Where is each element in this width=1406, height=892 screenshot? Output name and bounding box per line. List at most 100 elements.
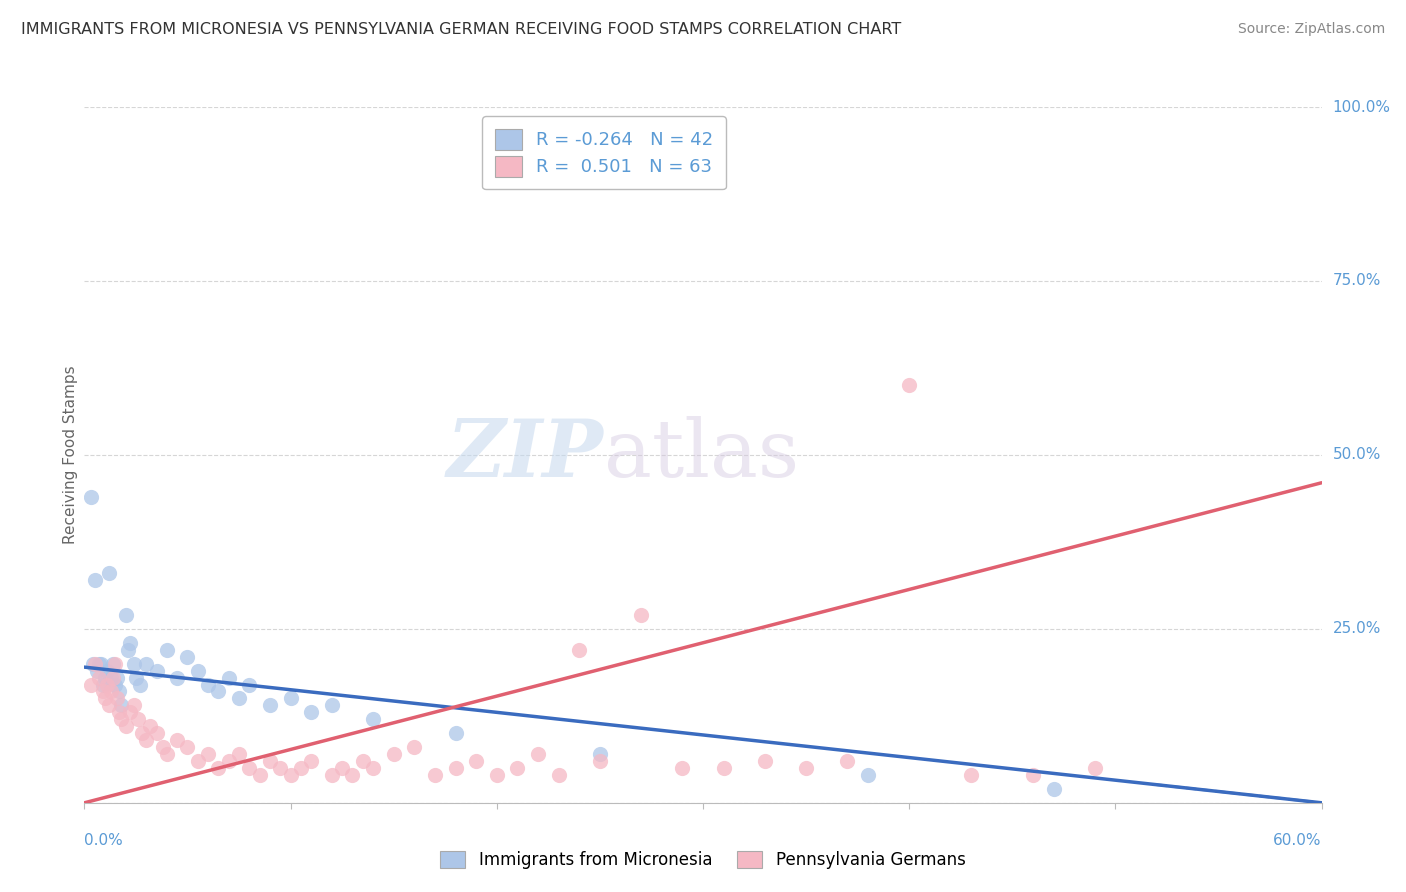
Legend: Immigrants from Micronesia, Pennsylvania Germans: Immigrants from Micronesia, Pennsylvania… [430, 841, 976, 880]
Point [238, 761, 260, 775]
Point [156, 747, 179, 761]
Point [176, 649, 198, 664]
Point [465, 754, 488, 768]
Point [290, 761, 312, 775]
Point [152, 740, 174, 755]
Point [197, 747, 219, 761]
Point [898, 378, 921, 392]
Point [259, 754, 281, 768]
Point [118, 636, 141, 650]
Point [82, 657, 104, 671]
Point [83, 573, 105, 587]
Point [187, 754, 209, 768]
Point [713, 761, 735, 775]
Point [83, 657, 105, 671]
Point [156, 642, 179, 657]
Point [105, 671, 128, 685]
Point [86, 664, 108, 678]
Point [87, 671, 110, 685]
Point [321, 768, 343, 782]
Point [98, 566, 121, 581]
Point [118, 706, 141, 720]
Point [856, 768, 879, 782]
Point [96, 664, 118, 678]
Point [122, 657, 145, 671]
Point [299, 754, 322, 768]
Point [129, 677, 152, 691]
Point [117, 642, 139, 657]
Point [94, 671, 117, 685]
Point [423, 768, 446, 782]
Text: ZIP: ZIP [447, 417, 605, 493]
Point [960, 768, 983, 782]
Text: atlas: atlas [605, 416, 799, 494]
Point [100, 684, 122, 698]
Point [108, 684, 131, 698]
Text: 75.0%: 75.0% [1333, 274, 1381, 288]
Point [249, 768, 271, 782]
Point [218, 754, 240, 768]
Point [90, 657, 112, 671]
Point [103, 657, 125, 671]
Point [108, 706, 131, 720]
Point [754, 754, 776, 768]
Point [131, 726, 153, 740]
Point [527, 747, 550, 761]
Y-axis label: Receiving Food Stamps: Receiving Food Stamps [63, 366, 77, 544]
Point [321, 698, 343, 713]
Point [127, 712, 149, 726]
Point [96, 677, 118, 691]
Text: 60.0%: 60.0% [1274, 833, 1322, 848]
Point [135, 657, 157, 671]
Point [104, 677, 127, 691]
Point [91, 684, 114, 698]
Point [114, 607, 136, 622]
Point [299, 706, 322, 720]
Point [135, 733, 157, 747]
Text: 0.0%: 0.0% [84, 833, 124, 848]
Point [145, 726, 167, 740]
Text: Source: ZipAtlas.com: Source: ZipAtlas.com [1237, 22, 1385, 37]
Point [125, 671, 148, 685]
Point [485, 768, 508, 782]
Point [671, 761, 693, 775]
Point [104, 657, 127, 671]
Point [166, 671, 188, 685]
Point [361, 761, 384, 775]
Point [207, 684, 229, 698]
Point [207, 761, 229, 775]
Point [444, 726, 467, 740]
Point [404, 740, 426, 755]
Text: IMMIGRANTS FROM MICRONESIA VS PENNSYLVANIA GERMAN RECEIVING FOOD STAMPS CORRELAT: IMMIGRANTS FROM MICRONESIA VS PENNSYLVAN… [21, 22, 901, 37]
Point [589, 747, 612, 761]
Point [110, 698, 132, 713]
Point [259, 698, 281, 713]
Point [837, 754, 859, 768]
Text: 25.0%: 25.0% [1333, 622, 1381, 636]
Point [342, 768, 364, 782]
Point [110, 712, 132, 726]
Point [79, 677, 101, 691]
Point [568, 642, 591, 657]
Point [1042, 781, 1064, 796]
Point [103, 671, 125, 685]
Point [794, 761, 817, 775]
Point [100, 671, 122, 685]
Point [145, 664, 167, 678]
Point [91, 677, 114, 691]
Point [139, 719, 162, 733]
Point [176, 740, 198, 755]
Point [187, 664, 209, 678]
Point [280, 691, 302, 706]
Legend: R = -0.264   N = 42, R =  0.501   N = 63: R = -0.264 N = 42, R = 0.501 N = 63 [482, 116, 725, 189]
Point [1022, 768, 1045, 782]
Point [218, 671, 240, 685]
Point [589, 754, 612, 768]
Point [105, 691, 128, 706]
Point [352, 754, 374, 768]
Point [269, 761, 291, 775]
Point [506, 761, 529, 775]
Point [630, 607, 652, 622]
Point [79, 490, 101, 504]
Point [166, 733, 188, 747]
